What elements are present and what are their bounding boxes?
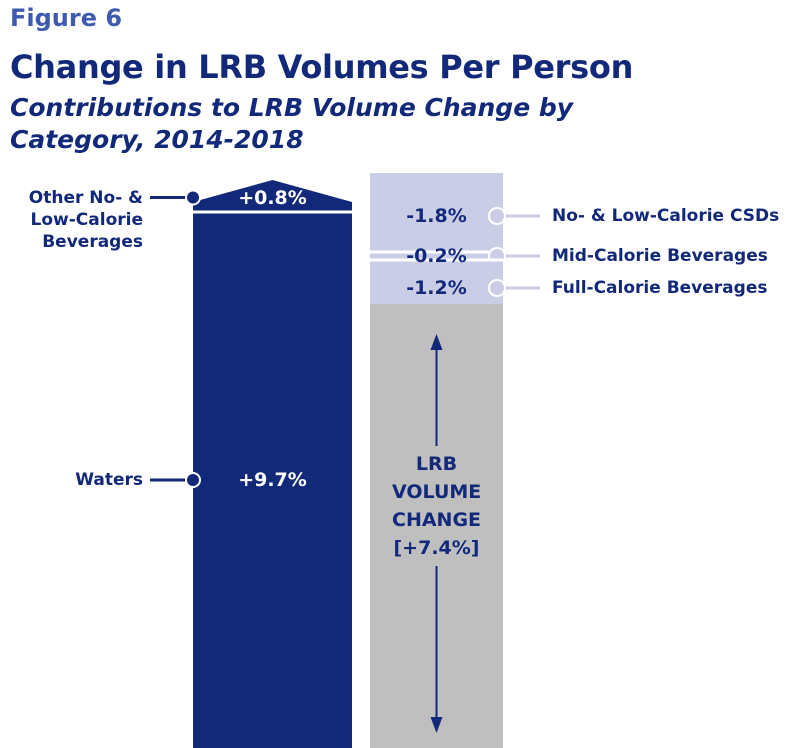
category-label: No- & Low-Calorie CSDs	[552, 206, 780, 226]
value-label: -1.8%	[406, 205, 467, 227]
connector-dot	[488, 207, 506, 225]
total-value-label: [+7.4%]	[393, 537, 480, 559]
increase-segment	[193, 180, 352, 212]
arrow-head	[430, 717, 443, 733]
decrease-segment	[370, 252, 503, 260]
category-label: Other No- & Low-Calorie Beverages	[28, 187, 143, 252]
connector-dot	[185, 189, 201, 206]
category-label: Waters	[75, 470, 143, 490]
decrease-segment	[370, 173, 503, 252]
value-label: +9.7%	[238, 469, 307, 491]
category-label: Mid-Calorie Beverages	[552, 246, 768, 266]
total-label: LRB VOLUME CHANGE [+7.4%]	[370, 446, 503, 566]
connector-dot	[185, 472, 201, 488]
connector-dot	[488, 279, 506, 297]
category-label: Full-Calorie Beverages	[552, 278, 768, 298]
value-label: -0.2%	[406, 245, 467, 267]
value-label: -1.2%	[406, 277, 467, 299]
increase-segment	[193, 212, 352, 748]
chart-title: Change in LRB Volumes Per Person	[10, 48, 634, 86]
figure-label: Figure 6	[10, 4, 123, 32]
arrow-head	[430, 334, 443, 350]
total-name: LRB VOLUME CHANGE	[392, 453, 482, 531]
chart-subtitle: Contributions to LRB Volume Change by Ca…	[10, 93, 574, 154]
value-label: +0.8%	[238, 186, 307, 209]
